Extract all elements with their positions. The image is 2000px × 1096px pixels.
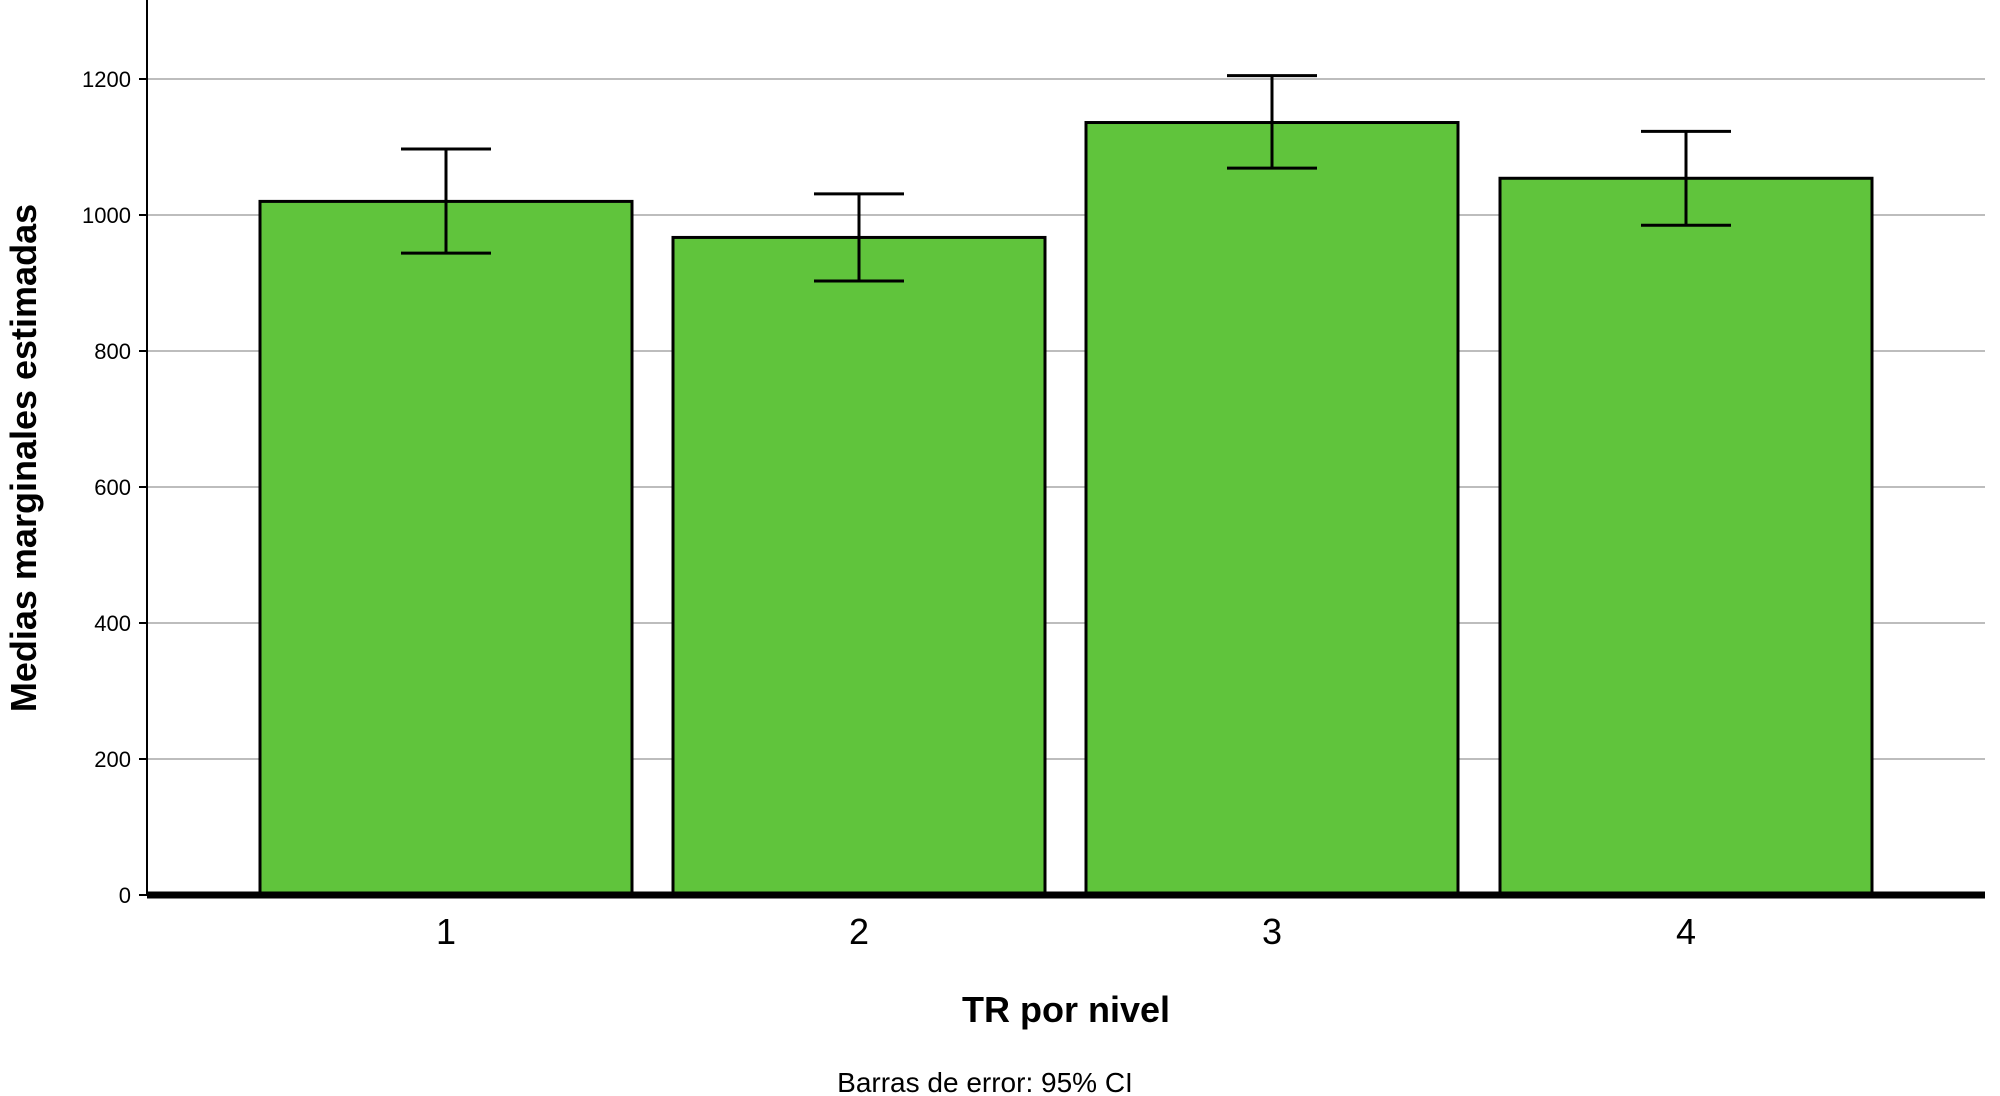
bar-4 [1498,176,1874,897]
bar-1 [258,199,634,897]
x-tick-label: 4 [1676,911,1696,952]
y-tick-label: 800 [94,339,131,364]
x-tick-label: 1 [436,911,456,952]
bars [258,121,1874,897]
y-axis-title: Medias marginales estimadas [3,204,44,712]
tick-labels: 0 200 400 600 800 1000 1200 1 2 3 4 [82,67,1696,952]
y-tick-label: 200 [94,747,131,772]
bar-3 [1084,121,1460,897]
y-tick-label: 0 [119,883,131,908]
y-tick-label: 1200 [82,67,131,92]
y-tick-label: 400 [94,611,131,636]
axes [139,0,1985,899]
x-tick-label: 2 [849,911,869,952]
error-bar-footnote: Barras de error: 95% CI [837,1067,1133,1096]
y-tick-label: 600 [94,475,131,500]
error-bars [401,74,1731,283]
y-tick-label: 1000 [82,203,131,228]
x-axis-title: TR por nivel [962,989,1170,1030]
x-tick-label: 3 [1262,911,1282,952]
bar-2 [671,235,1047,897]
